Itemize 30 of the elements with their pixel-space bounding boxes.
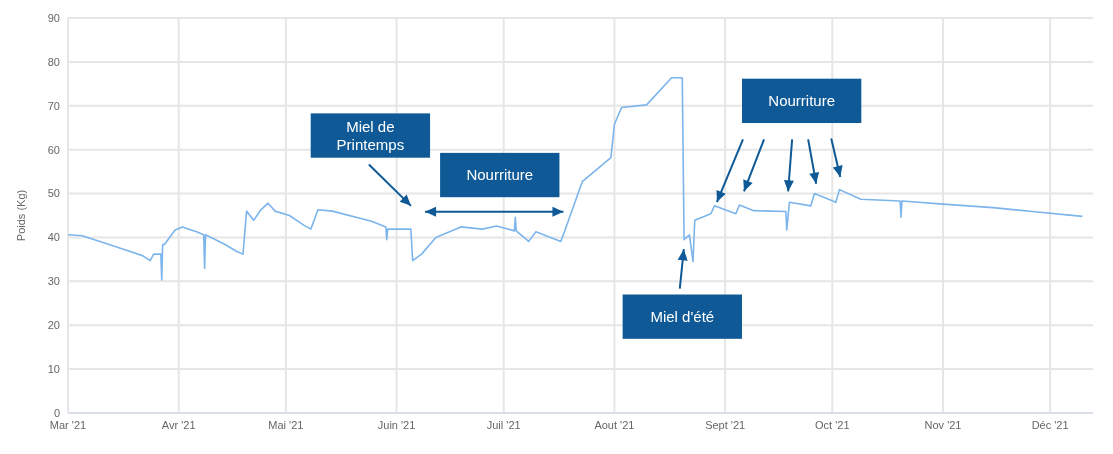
- y-tick-label: 40: [47, 231, 60, 244]
- y-tick-label: 80: [47, 55, 60, 68]
- y-tick-label: 70: [47, 99, 60, 112]
- y-tick-label: 60: [47, 143, 60, 156]
- line-series: [68, 76, 1084, 281]
- x-tick-label: Juin '21: [377, 418, 416, 431]
- x-tick-label: Sept '21: [705, 418, 746, 431]
- y-tick-label: 50: [47, 187, 60, 200]
- callout-box: Nourriture: [741, 78, 862, 123]
- y-tick-label: 90: [47, 11, 60, 24]
- y-tick-label: 20: [47, 319, 60, 332]
- x-tick-label: Mar '21: [49, 418, 87, 431]
- annotation: Nourriture: [466, 166, 534, 184]
- x-tick-label: Avr '21: [161, 418, 196, 431]
- x-tick-label: Oct '21: [815, 418, 850, 431]
- callout-box: Miel d'été: [622, 294, 742, 339]
- y-tick-label: 10: [47, 363, 60, 376]
- annotation: Nourriture: [768, 91, 835, 109]
- x-tick-label: Mai '21: [268, 418, 304, 431]
- x-tick-label: Juil '21: [486, 418, 521, 431]
- x-tick-label: Déc '21: [1031, 418, 1069, 431]
- callout-box: Miel de Printemps: [310, 113, 431, 158]
- x-tick-label: Nov '21: [924, 418, 962, 431]
- x-tick-label: Aout '21: [594, 418, 635, 431]
- y-axis-title: Poids (Kg): [14, 189, 27, 242]
- y-tick-label: 30: [47, 275, 60, 288]
- y-tick-label: 0: [53, 406, 60, 419]
- annotation: Miel de Printemps: [336, 117, 405, 153]
- callout-box: Nourriture: [440, 152, 560, 198]
- annotation: Miel d'été: [650, 307, 715, 325]
